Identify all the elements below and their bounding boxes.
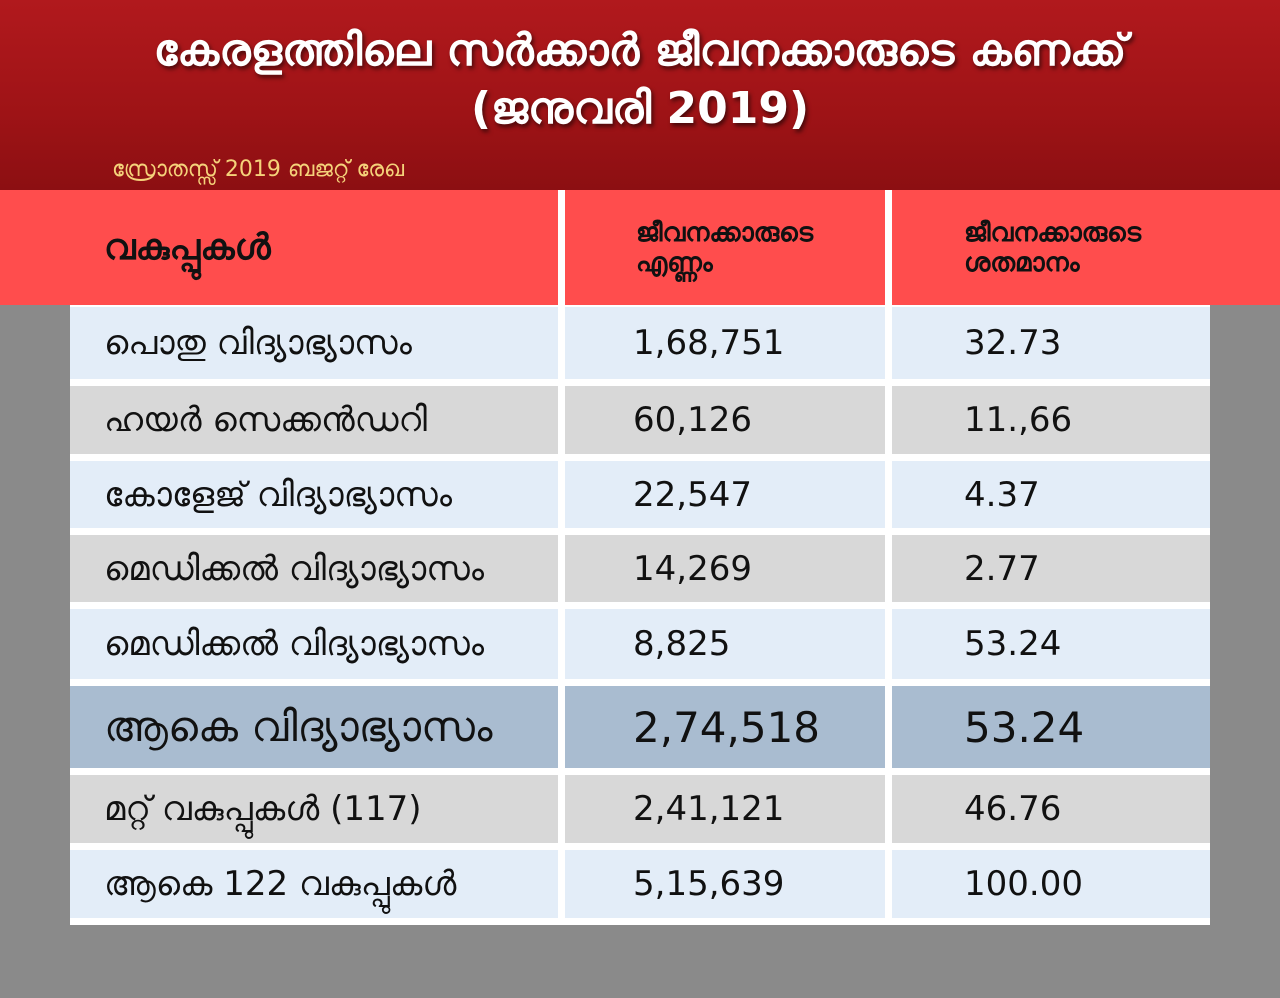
department-cell: പൊതു വിദ്യാഭ്യാസം <box>70 307 558 379</box>
percent-cell: 100.00 <box>892 850 1210 918</box>
count-cell: 2,74,518 <box>565 686 885 768</box>
percent-cell: 4.37 <box>892 461 1210 528</box>
percent-cell: 46.76 <box>892 775 1210 843</box>
header-divider <box>558 190 565 305</box>
count-cell: 2,41,121 <box>565 775 885 843</box>
count-cell: 22,547 <box>565 461 885 528</box>
department-cell: മറ്റ് വകുപ്പുകൾ (117) <box>70 775 558 843</box>
page-title-line2: (ജനുവരി 2019) <box>470 83 810 134</box>
page-title: കേരളത്തിലെ സർക്കാർ ജീവനക്കാരുടെ കണക്ക് (… <box>0 22 1280 138</box>
percent-cell: 53.24 <box>892 686 1210 768</box>
department-cell: ഹയർ സെക്കൻഡറി <box>70 386 558 454</box>
table-row-total-education: ആകെ വിദ്യാഭ്യാസം 2,74,518 53.24 <box>70 686 1210 768</box>
title-banner <box>0 0 1280 190</box>
header-divider <box>885 190 892 305</box>
department-cell: ആകെ 122 വകുപ്പുകൾ <box>70 850 558 918</box>
department-cell: മെഡിക്കൽ വിദ്യാഭ്യാസം <box>70 609 558 679</box>
department-cell: മെഡിക്കൽ വിദ്യാഭ്യാസം <box>70 535 558 602</box>
employee-table: പൊതു വിദ്യാഭ്യാസം 1,68,751 32.73 ഹയർ സെക… <box>70 305 1210 925</box>
count-cell: 60,126 <box>565 386 885 454</box>
table-row: പൊതു വിദ്യാഭ്യാസം 1,68,751 32.73 <box>70 307 1210 379</box>
count-cell: 1,68,751 <box>565 307 885 379</box>
source-note: സ്രോതസ്സ് 2019 ബജറ്റ് രേഖ <box>112 157 405 182</box>
header-department: വകുപ്പുകൾ <box>104 226 271 268</box>
percent-cell: 11.,66 <box>892 386 1210 454</box>
count-cell: 14,269 <box>565 535 885 602</box>
table-row: മെഡിക്കൽ വിദ്യാഭ്യാസം 8,825 53.24 <box>70 609 1210 679</box>
page-title-line1: കേരളത്തിലെ സർക്കാർ ജീവനക്കാരുടെ കണക്ക് <box>153 25 1127 76</box>
table-row: ഹയർ സെക്കൻഡറി 60,126 11.,66 <box>70 386 1210 454</box>
header-employee-count: ജീവനക്കാരുടെ എണ്ണം <box>636 217 814 278</box>
table-row-grand-total: ആകെ 122 വകുപ്പുകൾ 5,15,639 100.00 <box>70 850 1210 918</box>
percent-cell: 32.73 <box>892 307 1210 379</box>
table-row: മെഡിക്കൽ വിദ്യാഭ്യാസം 14,269 2.77 <box>70 535 1210 602</box>
percent-cell: 53.24 <box>892 609 1210 679</box>
department-cell: കോളേജ് വിദ്യാഭ്യാസം <box>70 461 558 528</box>
header-employee-percentage: ജീവനക്കാരുടെ ശതമാനം <box>964 217 1142 278</box>
table-row: കോളേജ് വിദ്യാഭ്യാസം 22,547 4.37 <box>70 461 1210 528</box>
percent-cell: 2.77 <box>892 535 1210 602</box>
table-row: മറ്റ് വകുപ്പുകൾ (117) 2,41,121 46.76 <box>70 775 1210 843</box>
count-cell: 5,15,639 <box>565 850 885 918</box>
department-cell: ആകെ വിദ്യാഭ്യാസം <box>70 686 558 768</box>
count-cell: 8,825 <box>565 609 885 679</box>
table-header-band <box>0 190 1280 305</box>
